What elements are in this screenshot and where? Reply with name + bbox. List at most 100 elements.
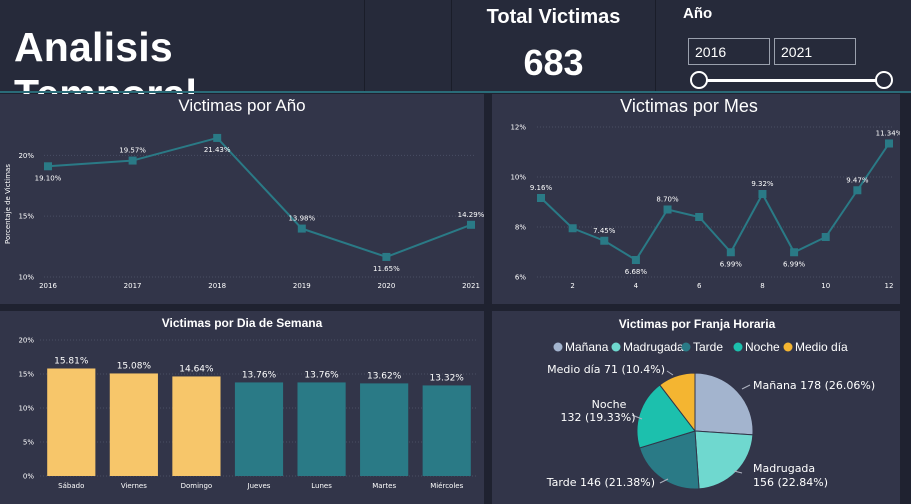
data-point[interactable] bbox=[885, 139, 893, 148]
chart-month-panel[interactable]: Victimas por Mes 6% 8% 10% 12% 2 4 6 8 10 12 9.16% 7… bbox=[492, 94, 900, 304]
leader-line bbox=[666, 370, 674, 376]
legend-label[interactable]: Noche bbox=[745, 340, 780, 354]
slice-label: Noche bbox=[592, 398, 627, 411]
y-tick-label: 12% bbox=[510, 124, 526, 132]
bar[interactable] bbox=[109, 373, 158, 476]
data-label: 13.62% bbox=[367, 371, 402, 381]
series-line[interactable] bbox=[540, 142, 890, 262]
x-tick-label: 2017 bbox=[124, 282, 142, 290]
chart-title: Victimas por Año bbox=[178, 96, 305, 115]
data-point[interactable] bbox=[297, 224, 306, 233]
y-tick-label: 20% bbox=[18, 152, 34, 160]
slice-value-label: 132 (19.33%) bbox=[560, 411, 635, 424]
year-slider-track[interactable] bbox=[698, 79, 884, 82]
pie-slice[interactable] bbox=[636, 384, 696, 449]
x-tick-label: 2018 bbox=[208, 282, 226, 290]
chart-timeband-panel[interactable]: Victimas por Franja Horaria Mañana Madruga… bbox=[492, 311, 900, 504]
x-tick-label: Jueves bbox=[247, 482, 271, 490]
bar[interactable] bbox=[297, 382, 346, 476]
data-point[interactable] bbox=[44, 162, 52, 171]
data-point[interactable] bbox=[568, 224, 577, 233]
leader-line bbox=[631, 414, 643, 420]
data-label: 9.16% bbox=[530, 184, 553, 192]
title-card: Analisis Temporal bbox=[0, 0, 365, 117]
x-tick-label: Martes bbox=[372, 482, 396, 490]
data-label: 13.76% bbox=[304, 370, 339, 380]
data-point[interactable] bbox=[537, 194, 545, 202]
legend-marker[interactable] bbox=[611, 342, 621, 352]
data-point[interactable] bbox=[467, 220, 475, 229]
bar[interactable] bbox=[172, 376, 221, 476]
data-label: 6.68% bbox=[625, 268, 648, 276]
data-label: 15.81% bbox=[54, 356, 89, 366]
kpi-card[interactable]: Total Victimas 683 bbox=[451, 0, 656, 92]
slicer-label: Año bbox=[683, 5, 713, 22]
data-label: 19.10% bbox=[35, 174, 62, 182]
bar[interactable] bbox=[47, 368, 96, 476]
data-point[interactable] bbox=[758, 190, 767, 198]
header-divider bbox=[0, 91, 911, 93]
data-point[interactable] bbox=[695, 213, 704, 221]
data-point[interactable] bbox=[726, 248, 735, 257]
pie-slice[interactable] bbox=[659, 372, 696, 433]
y-tick-label: 10% bbox=[510, 174, 526, 182]
chart-title: Victimas por Dia de Semana bbox=[162, 316, 323, 330]
x-tick-label: 6 bbox=[697, 282, 702, 290]
bar[interactable] bbox=[234, 382, 284, 476]
pie-slice[interactable] bbox=[694, 430, 754, 490]
legend-label[interactable]: Madrugada bbox=[623, 340, 684, 354]
series-line[interactable] bbox=[47, 136, 472, 258]
chart-month-svg: Victimas por Mes 6% 8% 10% 12% 2 4 6 8 10 12 9.16% 7… bbox=[510, 96, 900, 290]
data-label: 8.70% bbox=[656, 196, 679, 204]
chart-timeband-svg: Victimas por Franja Horaria Mañana Madruga… bbox=[546, 317, 875, 490]
year-slicer[interactable]: Año bbox=[670, 0, 911, 92]
x-tick-label: 12 bbox=[885, 282, 894, 290]
x-tick-label: 2020 bbox=[377, 282, 395, 290]
x-tick-label: Miércoles bbox=[430, 482, 463, 490]
legend-label[interactable]: Tarde bbox=[693, 340, 723, 354]
chart-weekday-svg: Victimas por Dia de Semana 0% 5% 10% 15% 20% 1… bbox=[18, 316, 478, 490]
year-to-input[interactable] bbox=[774, 38, 856, 65]
y-tick-label: 15% bbox=[18, 213, 34, 221]
year-slider-end-handle[interactable] bbox=[875, 71, 893, 89]
y-tick-label: 10% bbox=[18, 405, 34, 413]
legend-label[interactable]: Mañana bbox=[565, 340, 609, 354]
data-point[interactable] bbox=[853, 186, 862, 195]
y-tick-label: 6% bbox=[515, 274, 526, 282]
slice-label: Madrugada bbox=[753, 462, 815, 475]
data-label: 15.08% bbox=[117, 361, 152, 371]
data-point[interactable] bbox=[663, 205, 672, 214]
data-point[interactable] bbox=[382, 252, 391, 261]
data-label: 13.98% bbox=[288, 215, 315, 223]
legend-marker[interactable] bbox=[783, 342, 793, 352]
x-tick-label: 2016 bbox=[39, 282, 57, 290]
data-label: 7.45% bbox=[593, 227, 616, 235]
chart-year-panel[interactable]: Victimas por Año 10% 15% 20% 2016 2017 2018 201… bbox=[0, 94, 484, 304]
data-label: 6.99% bbox=[783, 260, 806, 268]
legend-label[interactable]: Medio día bbox=[795, 340, 848, 354]
x-tick-label: 2019 bbox=[293, 282, 311, 290]
data-point[interactable] bbox=[600, 236, 609, 245]
data-point[interactable] bbox=[213, 133, 222, 142]
pie-slice[interactable] bbox=[694, 372, 754, 436]
data-point[interactable] bbox=[790, 248, 799, 257]
data-point[interactable] bbox=[821, 233, 830, 241]
header-bar: Analisis Temporal Total Victimas 683 Año bbox=[0, 0, 911, 117]
x-tick-label: Viernes bbox=[121, 482, 147, 490]
data-point[interactable] bbox=[631, 256, 640, 264]
data-point[interactable] bbox=[128, 156, 137, 165]
year-from-input[interactable] bbox=[688, 38, 770, 65]
year-slider-start-handle[interactable] bbox=[690, 71, 708, 89]
chart-title: Victimas por Franja Horaria bbox=[619, 317, 776, 331]
legend-marker[interactable] bbox=[733, 342, 743, 352]
pie-slice[interactable] bbox=[638, 430, 700, 490]
chart-weekday-panel[interactable]: Victimas por Dia de Semana 0% 5% 10% 15% 20% 1… bbox=[0, 311, 484, 504]
legend-marker[interactable] bbox=[681, 342, 691, 352]
legend-marker[interactable] bbox=[553, 342, 563, 352]
x-tick-label: 10 bbox=[821, 282, 830, 290]
bar[interactable] bbox=[422, 385, 471, 476]
y-tick-label: 8% bbox=[515, 224, 526, 232]
x-tick-label: 2021 bbox=[462, 282, 480, 290]
data-label: 9.47% bbox=[846, 176, 869, 184]
bar[interactable] bbox=[360, 383, 409, 476]
